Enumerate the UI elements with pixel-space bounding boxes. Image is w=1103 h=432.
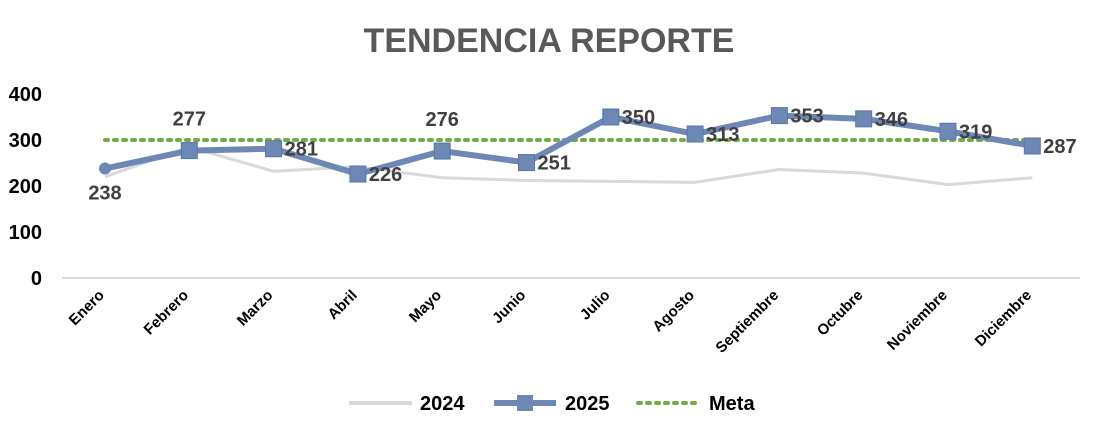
data-label: 287 [1043, 136, 1076, 158]
data-label: 281 [285, 139, 318, 161]
x-tick-label: Octubre [814, 287, 867, 340]
series-2025-line [104, 112, 1033, 178]
series-2025-point [686, 125, 704, 143]
series-layer [99, 107, 1041, 187]
data-label: 353 [790, 106, 823, 128]
x-tick-label: Junio [489, 287, 529, 327]
x-tick-label: Diciembre [972, 287, 1035, 350]
chart-title: TENDENCIA REPORTE [364, 22, 735, 60]
x-tick-label: Febrero [141, 287, 193, 339]
legend: 2024 2025 Meta [349, 393, 755, 415]
y-tick-label: 300 [9, 130, 42, 152]
series-2025-point [518, 154, 535, 172]
y-tick-label: 100 [9, 222, 42, 244]
x-tick-label: Julio [577, 287, 614, 324]
data-label: 346 [875, 109, 908, 131]
series-2025-point [770, 107, 788, 125]
x-tick-label: Septiembre [712, 287, 782, 357]
legend-2024-label: 2024 [420, 393, 465, 415]
x-tick-label: Enero [66, 287, 108, 329]
y-tick-label: 400 [9, 84, 42, 106]
series-2025-point [180, 142, 198, 160]
x-tick-label: Agosto [649, 287, 698, 336]
y-tick-label: 200 [9, 176, 42, 198]
legend-meta-label: Meta [709, 393, 755, 415]
x-tick-label: Abril [325, 287, 361, 323]
y-axis-ticks: 0 100 200 300 400 [9, 84, 42, 290]
x-tick-label: Mayo [406, 287, 445, 326]
y-tick-label: 0 [31, 268, 42, 290]
series-2025-point [939, 122, 957, 140]
series-2025-point [602, 108, 620, 126]
series-2025-point [1023, 137, 1041, 155]
data-label: 350 [622, 107, 655, 129]
series-2024-line [104, 145, 1033, 187]
data-label: 276 [426, 109, 459, 131]
data-label: 277 [173, 109, 206, 131]
data-label: 313 [706, 124, 739, 146]
data-label: 238 [88, 183, 121, 205]
series-2025-point [349, 165, 367, 183]
legend-2025-label: 2025 [565, 393, 610, 415]
x-tick-label: Noviembre [884, 287, 951, 354]
series-2025-point [99, 162, 111, 175]
data-label: 251 [538, 153, 571, 175]
x-tick-label: Marzo [234, 287, 277, 330]
series-2025-point [265, 140, 283, 158]
data-label: 226 [369, 164, 402, 186]
series-2025-point [855, 110, 873, 128]
x-axis-ticks: Enero Febrero Marzo Abril Mayo Junio Julio Agos… [66, 287, 1035, 357]
data-label: 319 [959, 121, 992, 143]
series-2025-point [433, 142, 451, 160]
data-labels: 238 277 281 226 276 251 350 313 353 346 319 287 [88, 106, 1076, 205]
legend-2025-marker [517, 395, 533, 411]
